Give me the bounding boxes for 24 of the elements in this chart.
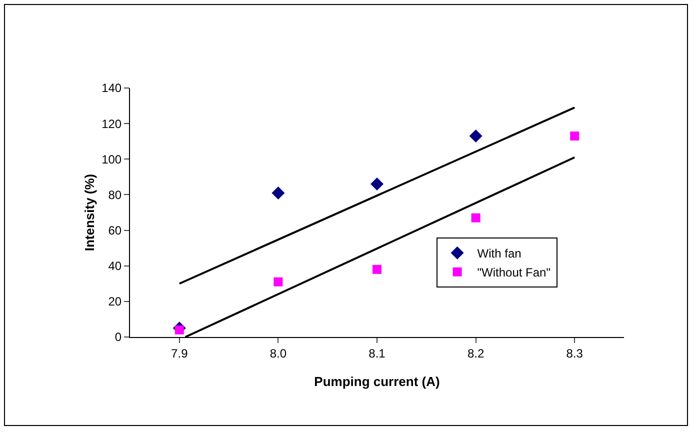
y-tick-label: 100 xyxy=(102,152,122,166)
point xyxy=(272,186,285,200)
point xyxy=(471,213,480,222)
point xyxy=(570,132,580,141)
y-tick-label: 0 xyxy=(114,330,122,344)
legend-label: With fan xyxy=(477,246,522,261)
x-tick-label: 8.2 xyxy=(467,346,484,360)
y-tick-label: 20 xyxy=(108,294,122,309)
x-tick-label: 7.9 xyxy=(171,346,188,360)
point xyxy=(372,264,382,274)
x-axis-title: Pumping current (A) xyxy=(314,374,440,389)
y-tick-label: 40 xyxy=(108,259,122,274)
x-tick-label: 8.1 xyxy=(368,346,386,360)
y-axis-title: Intensity (%) xyxy=(82,174,97,252)
x-tick-label: 8.3 xyxy=(566,346,584,360)
x-tick-label: 8.0 xyxy=(270,346,287,360)
point xyxy=(274,277,283,286)
point xyxy=(370,178,384,191)
legend-label: "Without Fan" xyxy=(477,266,550,280)
y-tick-label: 120 xyxy=(102,116,122,131)
y-tick-label: 60 xyxy=(108,223,122,238)
point xyxy=(469,130,482,143)
y-tick-label: 140 xyxy=(102,81,122,96)
y-tick-label: 80 xyxy=(108,188,122,202)
